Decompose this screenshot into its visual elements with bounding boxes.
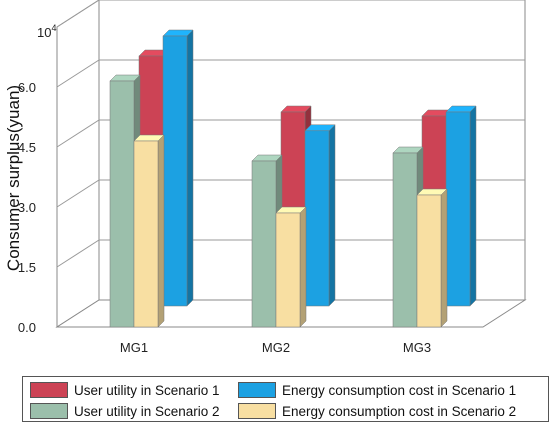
bar <box>416 188 448 328</box>
gridline <box>56 59 525 88</box>
bar <box>133 134 165 328</box>
bar <box>275 206 307 328</box>
gridline <box>56 119 525 148</box>
legend-label-series-1: User utility in Scenario 1 <box>74 382 220 398</box>
y-axis-title: Consumer surplus(yuan) <box>4 85 23 271</box>
bars <box>109 29 477 328</box>
y-tick-label: 4.5 <box>18 140 36 155</box>
y-tick-label: 3.0 <box>18 200 36 215</box>
gridline <box>56 239 525 268</box>
bar <box>162 29 194 307</box>
legend-label-series-3: User utility in Scenario 2 <box>74 403 220 419</box>
side-wall <box>56 0 100 328</box>
gridline <box>56 179 525 208</box>
legend-item-series-1: User utility in Scenario 1 <box>30 380 220 400</box>
bar <box>445 105 477 307</box>
y-tick-label: 0.0 <box>18 320 36 335</box>
legend-item-series-2: Energy consumption cost in Scenario 1 <box>238 380 516 400</box>
gridline <box>56 0 525 28</box>
y-tick-labels: 0.0 1.5 3.0 4.5 6.0 <box>18 80 36 335</box>
bar <box>304 124 336 307</box>
legend: User utility in Scenario 1 Energy consum… <box>22 376 549 422</box>
y-tick-label: 1.5 <box>18 260 36 275</box>
legend-swatch-series-1 <box>30 382 68 398</box>
x-tick-label: MG2 <box>262 340 290 355</box>
legend-swatch-series-2 <box>238 382 276 398</box>
y-multiplier-label: 104 <box>37 23 56 40</box>
x-tick-label: MG1 <box>120 340 148 355</box>
gridlines <box>56 0 525 268</box>
legend-label-series-2: Energy consumption cost in Scenario 1 <box>282 382 517 398</box>
y-tick-label: 6.0 <box>18 80 36 95</box>
legend-swatch-series-4 <box>238 403 276 419</box>
legend-swatch-series-3 <box>30 403 68 419</box>
legend-item-series-3: User utility in Scenario 2 <box>30 401 220 421</box>
legend-item-series-4: Energy consumption cost in Scenario 2 <box>238 401 516 421</box>
x-tick-label: MG3 <box>403 340 431 355</box>
x-tick-labels: MG1 MG2 MG3 <box>120 340 431 355</box>
legend-label-series-4: Energy consumption cost in Scenario 2 <box>282 403 517 419</box>
